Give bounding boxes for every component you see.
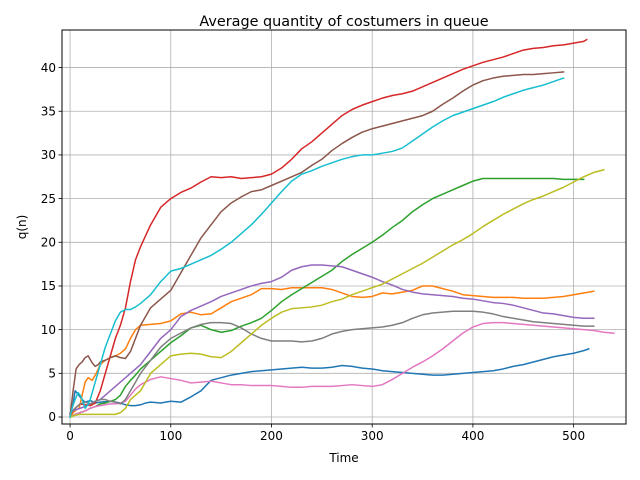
grid: [62, 30, 626, 424]
axis-ticks: 0 100 200 300 400 500 0 5 10 15 20 25 30 35 40: [41, 61, 585, 443]
y-tick-label: 20: [41, 235, 56, 249]
y-tick-label: 10: [41, 323, 56, 337]
x-tick-label: 100: [159, 429, 182, 443]
y-tick-label: 40: [41, 61, 56, 75]
x-tick-label: 500: [562, 429, 585, 443]
y-axis-label: q(n): [15, 215, 29, 240]
y-tick-label: 0: [48, 410, 56, 424]
x-tick-label: 400: [461, 429, 484, 443]
series-line-9: [69, 168, 605, 418]
plot-frame: [61, 29, 627, 425]
y-tick-label: 25: [41, 192, 56, 206]
y-tick-label: 30: [41, 148, 56, 162]
x-tick-label: 200: [260, 429, 283, 443]
series-line-8: [69, 310, 595, 414]
series-line-10: [69, 77, 565, 418]
chart-title: Average quantity of costumers in queue: [199, 14, 488, 30]
series-line-4: [69, 38, 588, 416]
y-tick-label: 15: [41, 279, 56, 293]
series-line-3: [69, 177, 585, 419]
series-lines: [69, 38, 615, 419]
y-tick-label: 5: [48, 367, 56, 381]
x-axis-label: Time: [328, 451, 358, 465]
x-tick-label: 0: [66, 429, 74, 443]
x-tick-label: 300: [361, 429, 384, 443]
series-line-5: [69, 264, 595, 414]
y-tick-label: 35: [41, 104, 56, 118]
